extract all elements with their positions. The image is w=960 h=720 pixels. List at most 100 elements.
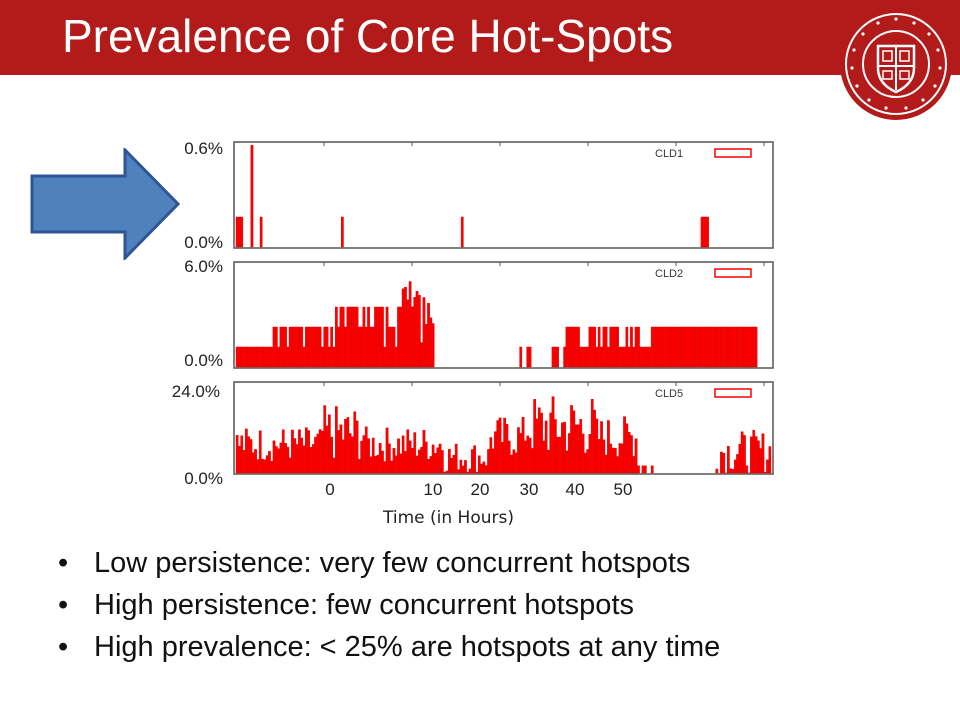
chart-bar <box>600 421 603 474</box>
chart-bar <box>307 326 310 368</box>
legend-swatch <box>714 268 752 278</box>
chart-bar <box>376 306 380 368</box>
chart-bar <box>577 424 580 474</box>
chart-bar <box>731 326 735 368</box>
chart-bar <box>720 451 723 474</box>
chart-bar <box>556 346 559 368</box>
chart-bar <box>240 435 244 474</box>
chart-bar <box>581 433 585 474</box>
chart-bar <box>667 326 670 368</box>
x-tick-label: 10 <box>423 480 443 499</box>
chart-bar <box>572 326 576 368</box>
chart-bar <box>750 326 753 368</box>
chart-bar <box>281 429 285 474</box>
chart-bar <box>268 451 271 474</box>
chart-bar <box>406 429 410 474</box>
chart-frame-cld1 <box>233 141 774 249</box>
chart-bar <box>685 326 689 368</box>
chart-bar <box>669 326 672 368</box>
chart-bar <box>754 326 758 368</box>
chart-bar <box>625 423 629 474</box>
chart-bar <box>766 459 769 474</box>
chart-bar <box>604 454 608 474</box>
chart-bar <box>644 346 647 368</box>
chart-bar <box>477 455 481 474</box>
chart-bar <box>420 342 423 368</box>
chart-bar <box>759 448 762 474</box>
chart-bar <box>574 424 578 474</box>
chart-bar <box>537 407 541 474</box>
chart-bar <box>284 326 287 368</box>
chart-bar <box>355 420 359 474</box>
chart-bar <box>710 326 714 368</box>
chart-bar <box>335 406 338 474</box>
chart-bar <box>374 456 377 474</box>
legend-label: CLD1 <box>655 148 683 160</box>
chart2-ymin-label: 0.0% <box>184 351 223 370</box>
chart-bar <box>399 453 403 474</box>
slide-title: Prevalence of Core Hot-Spots <box>62 10 674 62</box>
chart-bar <box>641 346 645 368</box>
chart-bar <box>309 447 313 474</box>
chart-bar <box>475 471 479 474</box>
chart-bar <box>623 346 626 368</box>
chart-bar <box>496 420 500 474</box>
chart-bar <box>300 437 304 474</box>
chart-bar <box>722 326 726 368</box>
chart-bar <box>321 430 324 474</box>
chart-bar <box>247 346 250 368</box>
chart-bar <box>554 346 557 368</box>
chart-bar <box>717 326 721 368</box>
chart-bar <box>650 326 654 368</box>
chart-bar <box>346 417 350 474</box>
chart-bar <box>683 326 686 368</box>
chart-bar <box>441 450 444 474</box>
chart-bar <box>378 443 382 474</box>
chart-bar <box>724 326 728 368</box>
chart-bar <box>706 326 709 368</box>
chart-bar <box>302 346 306 368</box>
chart-bar <box>309 326 313 368</box>
chart-bar <box>623 416 626 474</box>
chart-bar <box>593 326 596 368</box>
chart-bar <box>524 440 527 474</box>
chart-bar <box>618 443 622 474</box>
chart-bar <box>298 326 301 368</box>
chart-bar <box>394 455 398 474</box>
chart-bar <box>505 424 509 474</box>
chart-bar <box>265 455 269 474</box>
bullet-item: High prevalence: < 25% are hotspots at a… <box>56 626 720 668</box>
chart-bar <box>263 346 267 368</box>
chart-bar <box>404 287 407 368</box>
chart-bar <box>348 433 352 474</box>
chart-bar <box>307 430 310 474</box>
chart-bar <box>293 438 297 474</box>
chart-bar <box>657 326 661 368</box>
chart-bar <box>415 291 419 368</box>
chart-bar <box>521 417 525 474</box>
chart-bar <box>415 455 419 474</box>
chart-bar <box>593 409 596 474</box>
chart-bar <box>448 448 451 474</box>
chart-bar <box>272 326 276 368</box>
chart-bar <box>235 216 239 248</box>
chart-bar <box>369 326 373 368</box>
chart-bar <box>692 326 696 368</box>
chart-bar <box>706 216 709 248</box>
chart-bar <box>676 326 679 368</box>
chart-bar <box>561 422 564 474</box>
chart-bar <box>364 326 368 368</box>
chart-bar <box>727 326 730 368</box>
chart-bar <box>542 440 546 474</box>
chart-bar <box>736 326 739 368</box>
chart-bar <box>316 433 320 474</box>
chart-bar <box>745 326 749 368</box>
chart-bar <box>353 306 357 368</box>
legend-swatch <box>714 388 752 398</box>
chart-bar <box>305 326 308 368</box>
chart-bar <box>512 449 516 474</box>
chart-bar <box>298 429 301 474</box>
chart-bar <box>284 443 287 474</box>
chart-bar <box>346 306 350 368</box>
chart-bar <box>501 442 504 474</box>
